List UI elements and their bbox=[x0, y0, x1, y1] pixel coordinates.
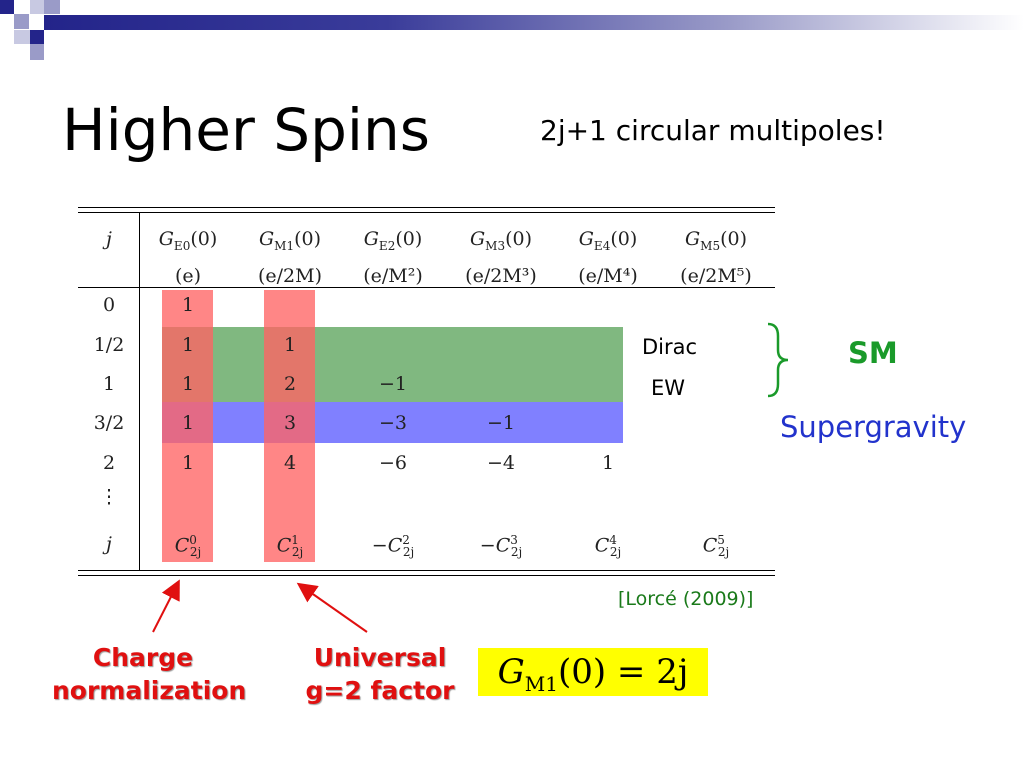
top-gradient-bar bbox=[44, 15, 1024, 30]
table-cell: 1 bbox=[181, 334, 195, 356]
gm1-formula: GM1(0) = 2j bbox=[478, 648, 708, 696]
table-cell: −1 bbox=[486, 412, 516, 434]
table-cell: 1 bbox=[181, 452, 195, 474]
table-top-rule-2 bbox=[78, 212, 775, 213]
sm-label: SM bbox=[848, 336, 898, 370]
ew-label: EW bbox=[651, 376, 686, 400]
header-ge0: GE0(0) (e) bbox=[158, 228, 218, 287]
reference-citation: [Lorcé (2009)] bbox=[618, 588, 754, 610]
corner-decoration bbox=[0, 0, 60, 60]
row-j: j bbox=[106, 533, 112, 555]
slide-title: Higher Spins bbox=[62, 96, 430, 164]
highlight-red-col1 bbox=[162, 290, 213, 562]
charge-arrow bbox=[152, 579, 180, 633]
highlight-blue bbox=[162, 402, 623, 443]
highlight-red-col2 bbox=[264, 290, 315, 562]
table-cell: 4 bbox=[283, 452, 297, 474]
row-j: 1/2 bbox=[93, 334, 125, 356]
header-gm1: GM1(0) (e/2M) bbox=[257, 228, 323, 287]
row-j: 2 bbox=[102, 452, 116, 474]
row-j: 1 bbox=[102, 373, 116, 395]
table-cell: −C22j bbox=[371, 533, 415, 560]
header-ge2: GE2(0) (e/M²) bbox=[363, 228, 423, 287]
g2-factor-note: Universal g=2 factor bbox=[305, 643, 455, 705]
table-cell: −C32j bbox=[479, 533, 523, 560]
table-cell: C02j bbox=[174, 533, 202, 560]
table-cell: 1 bbox=[181, 412, 195, 434]
supergravity-label: Supergravity bbox=[780, 410, 967, 444]
table-top-rule bbox=[78, 207, 775, 208]
brace-icon bbox=[767, 322, 789, 398]
header-gm5: GM5(0) (e/2M⁵) bbox=[680, 228, 752, 287]
table-cell: 2 bbox=[283, 373, 297, 395]
row-j-vdots: ⋮ bbox=[99, 486, 119, 508]
table-cell: −1 bbox=[378, 373, 408, 395]
g2-arrow bbox=[296, 582, 368, 633]
table-cell: 1 bbox=[181, 373, 195, 395]
header-ge4: GE4(0) (e/M⁴) bbox=[578, 228, 638, 287]
table-bottom-rule-2 bbox=[78, 575, 775, 576]
table-cell: C52j bbox=[702, 533, 730, 560]
table-cell: −3 bbox=[378, 412, 408, 434]
table-cell: 1 bbox=[283, 334, 297, 356]
header-gm3: GM3(0) (e/2M³) bbox=[465, 228, 537, 287]
header-j: j bbox=[106, 228, 112, 250]
table-cell: 3 bbox=[283, 412, 297, 434]
charge-normalization-note: Charge normalization bbox=[52, 643, 247, 705]
highlight-green bbox=[162, 327, 623, 402]
table-cell: −6 bbox=[378, 452, 408, 474]
table-header-rule bbox=[78, 287, 775, 288]
table-col-divider bbox=[139, 213, 140, 570]
table-cell: 1 bbox=[181, 294, 195, 316]
table-cell: C12j bbox=[276, 533, 304, 560]
table-cell: −4 bbox=[486, 452, 516, 474]
row-j: 3/2 bbox=[93, 412, 125, 434]
table-bottom-rule bbox=[78, 570, 775, 571]
row-j: 0 bbox=[102, 294, 116, 316]
slide-subtitle: 2j+1 circular multipoles! bbox=[540, 114, 886, 147]
table-cell: C42j bbox=[594, 533, 622, 560]
dirac-label: Dirac bbox=[642, 335, 698, 359]
table-cell: 1 bbox=[601, 452, 615, 474]
